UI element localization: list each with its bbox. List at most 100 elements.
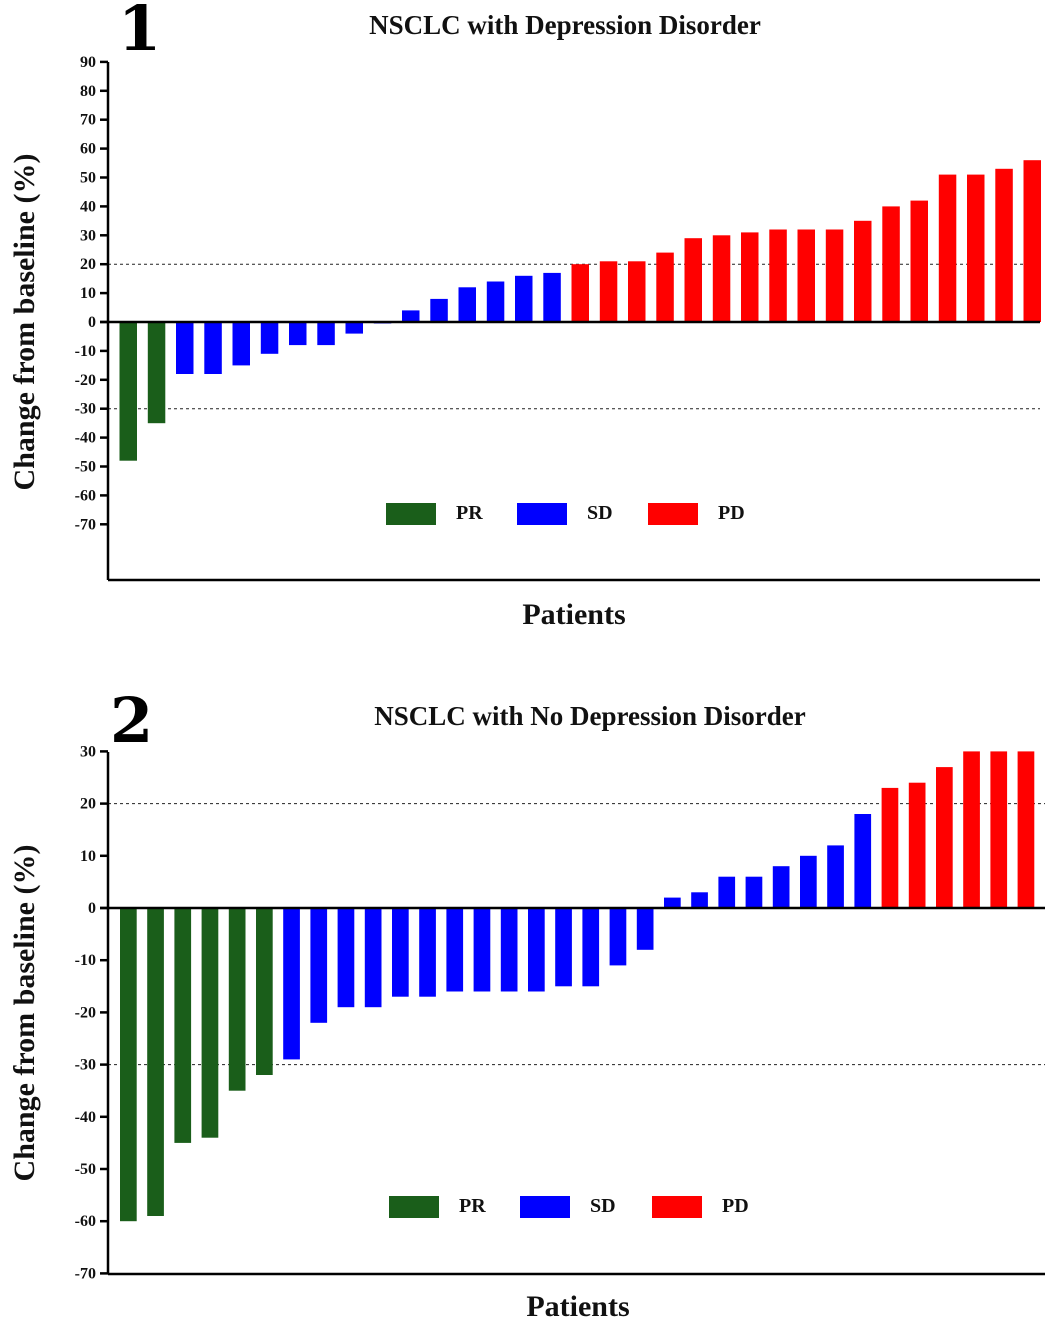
bar-pd xyxy=(1017,751,1035,908)
y-tick-label: -40 xyxy=(75,1109,96,1126)
y-tick-label: 90 xyxy=(80,54,96,71)
y-tick-label: -30 xyxy=(75,1057,96,1074)
legend-label-pd: PD xyxy=(718,502,745,524)
legend-label-pd: PD xyxy=(722,1195,749,1217)
bar-sd xyxy=(337,908,355,1008)
bar-pd xyxy=(995,168,1013,322)
legend-label-pr: PR xyxy=(456,502,483,524)
chart-panel-2: 2 NSCLC with No Depression Disorder 30 20 10… xyxy=(8,684,1045,1323)
bar-pd xyxy=(938,174,957,322)
bar-pd xyxy=(599,261,618,322)
bar-sd xyxy=(609,908,627,966)
bar-pr xyxy=(147,908,164,1216)
bar-pr xyxy=(201,908,219,1138)
bar-sd xyxy=(473,908,491,992)
bar-sd xyxy=(364,908,382,1008)
bar-pd xyxy=(1023,160,1041,322)
legend-swatch-pd xyxy=(652,1196,702,1218)
y-tick-label: 50 xyxy=(80,170,96,187)
y-tick-label: -10 xyxy=(75,952,96,969)
x-axis-title: Patients xyxy=(522,598,625,631)
bar-sd xyxy=(772,866,790,908)
bar-sd xyxy=(345,322,363,334)
bar-pd xyxy=(963,751,980,908)
y-tick-label: -70 xyxy=(75,1265,96,1282)
y-tick-label: -70 xyxy=(75,516,96,533)
bar-pd xyxy=(882,206,900,322)
chart-title: NSCLC with No Depression Disorder xyxy=(374,701,806,731)
bar-pr xyxy=(147,322,166,424)
legend-label-sd: SD xyxy=(590,1195,616,1217)
bar-sd xyxy=(500,908,518,992)
y-tick-label: 40 xyxy=(80,198,96,215)
y-tick-label: 20 xyxy=(80,796,96,813)
bar-sd xyxy=(745,876,763,908)
y-tick-label: 0 xyxy=(88,314,96,331)
bar-pr xyxy=(120,908,137,1222)
legend-swatch-pr xyxy=(386,503,436,525)
y-tick-label: 10 xyxy=(80,285,96,302)
bar-sd xyxy=(289,322,307,346)
y-axis-title: Change from baseline (%) xyxy=(8,154,41,491)
bar-sd xyxy=(515,275,533,322)
bar-sd xyxy=(317,322,335,346)
bar-sd xyxy=(402,310,420,322)
y-tick-label: -20 xyxy=(75,1004,96,1021)
bar-sd xyxy=(310,908,328,1023)
legend-swatch-sd xyxy=(520,1196,570,1218)
bar-pd xyxy=(656,252,674,322)
bar-sd xyxy=(176,322,194,374)
bar-pd xyxy=(936,767,953,908)
legend: PR SD PD xyxy=(389,1195,749,1218)
bar-sd xyxy=(555,908,572,987)
bar-pd xyxy=(908,782,926,908)
bar-sd xyxy=(582,908,600,987)
bar-sd xyxy=(664,897,681,908)
bar-pr xyxy=(174,908,192,1143)
bar-sd xyxy=(392,908,409,997)
legend-label-sd: SD xyxy=(587,502,613,524)
bar-pr xyxy=(228,908,246,1091)
bar-sd xyxy=(827,845,844,908)
bar-pd xyxy=(910,200,928,322)
y-tick-label: 30 xyxy=(80,227,96,244)
bar-sd xyxy=(458,287,476,322)
bar-pd xyxy=(741,232,759,322)
bar-sd xyxy=(232,322,250,366)
bar-sd xyxy=(800,855,817,908)
y-tick-label: 20 xyxy=(80,256,96,273)
bar-pd xyxy=(769,229,787,322)
bar-pd xyxy=(628,261,646,322)
bar-sd xyxy=(543,272,561,322)
bar-pd xyxy=(712,235,731,322)
y-tick-label: -10 xyxy=(75,343,96,360)
legend-swatch-pd xyxy=(648,503,698,525)
bar-pd xyxy=(990,751,1008,908)
legend: PR SD PD xyxy=(386,502,745,525)
y-tick-label: -50 xyxy=(75,459,96,476)
y-tick-label: -50 xyxy=(75,1161,96,1178)
y-axis-title: Change from baseline (%) xyxy=(8,845,41,1182)
legend-label-pr: PR xyxy=(459,1195,486,1217)
y-tick-label: 80 xyxy=(80,83,96,100)
bar-pd xyxy=(854,220,872,322)
bar-sd xyxy=(691,892,708,908)
y-tick-label: 30 xyxy=(80,743,96,760)
bar-sd xyxy=(419,908,436,997)
bar-pr xyxy=(256,908,273,1075)
x-axis-title: Patients xyxy=(526,1290,629,1323)
bar-sd xyxy=(718,876,736,908)
legend-swatch-pr xyxy=(389,1196,439,1218)
legend-swatch-sd xyxy=(517,503,567,525)
bar-pd xyxy=(797,229,815,322)
y-tick-label: -60 xyxy=(75,487,96,504)
y-tick-label: 70 xyxy=(80,112,96,129)
bar-pd xyxy=(571,264,589,322)
y-tick-label: 0 xyxy=(88,900,96,917)
bar-sd xyxy=(486,281,505,322)
bar-sd xyxy=(636,908,654,950)
bar-sd xyxy=(204,322,222,374)
bar-sd xyxy=(446,908,464,992)
bar-pd xyxy=(825,229,844,322)
